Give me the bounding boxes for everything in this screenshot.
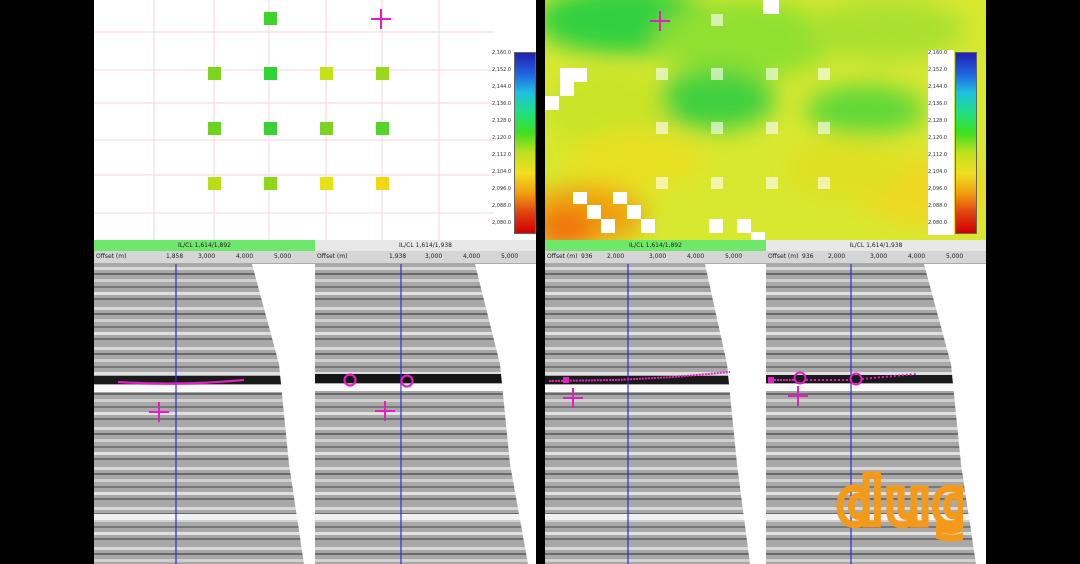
crosshair-marker: [650, 11, 670, 31]
axis-tick: 2,000: [607, 253, 625, 260]
velocity-sample: [264, 12, 277, 25]
velocity-sample: [320, 67, 333, 80]
offset-axis: Offset (m) 936 2,000 3,000 4,000 5,000: [545, 251, 766, 264]
offset-axis: Offset (m) 1,938 3,000 4,000 5,000: [315, 251, 536, 264]
velocity-sample: [320, 122, 333, 135]
axis-tick: 3,000: [870, 253, 888, 260]
colorbar-tick: 2,120.0: [928, 135, 948, 141]
axis-label: Offset (m): [96, 253, 127, 260]
axis-label: Offset (m): [768, 253, 799, 260]
colorbar-tick: 2,160.0: [492, 50, 512, 56]
seismic-gather-3: [545, 264, 766, 564]
colorbar-tick-labels: 2,160.0 2,152.0 2,144.0 2,136.0 2,128.0 …: [492, 50, 514, 235]
colorbar-tick: 2,152.0: [492, 67, 512, 73]
seismic-gather-4: [766, 264, 986, 564]
axis-tick: 936: [802, 253, 814, 260]
colorbar-tick: 2,128.0: [928, 118, 948, 124]
colorbar-tick: 2,136.0: [492, 101, 512, 107]
seismic-gather-1: [94, 264, 315, 564]
velocity-sample: [376, 177, 389, 190]
velocity-sample: [376, 67, 389, 80]
colorbar-tick: 2,120.0: [492, 135, 512, 141]
control-point-squares: [656, 14, 830, 189]
section-header[interactable]: IL/CL 1,614/1,938: [315, 240, 536, 251]
axis-tick: 5,000: [501, 253, 519, 260]
null-cells: [545, 0, 779, 240]
colorbar-tick: 2,096.0: [492, 186, 512, 192]
axis-tick: 4,000: [908, 253, 926, 260]
velocity-sample: [264, 177, 277, 190]
section-header[interactable]: IL/CL 1,614/1,938: [766, 240, 986, 251]
velocity-sample: [208, 177, 221, 190]
axis-tick: 3,000: [198, 253, 216, 260]
colorbar-tick: 2,088.0: [492, 203, 512, 209]
axis-tick: 4,000: [236, 253, 254, 260]
offset-axis: Offset (m) 936 2,000 3,000 4,000 5,000: [766, 251, 986, 264]
interpolated-map: [545, 0, 986, 240]
velocity-sample: [208, 67, 221, 80]
axis-tick: 3,000: [649, 253, 667, 260]
colorbar-tick-labels: 2,160.0 2,152.0 2,144.0 2,136.0 2,128.0 …: [928, 50, 954, 235]
colorbar-tick: 2,088.0: [928, 203, 948, 209]
colorbar-tick: 2,160.0: [928, 50, 948, 56]
offset-axis: Offset (m) 1,858 3,000 4,000 5,000: [94, 251, 315, 264]
axis-tick: 4,000: [463, 253, 481, 260]
axis-tick: 4,000: [687, 253, 705, 260]
svg-text:dug: dug: [837, 470, 963, 540]
seismic-gather-2: [315, 264, 536, 564]
colorbar-tick: 2,136.0: [928, 101, 948, 107]
axis-tick: 1,858: [166, 253, 184, 260]
colorbar-tick: 2,096.0: [928, 186, 948, 192]
axis-tick: 2,000: [828, 253, 846, 260]
colorbar-tick: 2,112.0: [492, 152, 512, 158]
axis-tick: 5,000: [946, 253, 964, 260]
sparse-map-grid: [94, 0, 494, 240]
colorbar-tick: 2,152.0: [928, 67, 948, 73]
velocity-sample: [264, 122, 277, 135]
velocity-colorbar: [514, 52, 536, 234]
sparse-velocity-map-panel: 2,160.0 2,152.0 2,144.0 2,136.0 2,128.0 …: [94, 0, 536, 240]
velocity-colorbar: [955, 52, 977, 234]
axis-tick: 5,000: [725, 253, 743, 260]
section-header-active[interactable]: IL/CL 1,614/1,892: [94, 240, 315, 251]
colorbar-tick: 2,104.0: [492, 169, 512, 175]
axis-tick: 936: [581, 253, 593, 260]
velocity-sample: [320, 177, 333, 190]
interpolated-velocity-map-panel: 2,160.0 2,152.0 2,144.0 2,136.0 2,128.0 …: [545, 0, 986, 240]
velocity-sample: [376, 122, 389, 135]
velocity-sample-squares: [208, 12, 389, 190]
axis-tick: 1,938: [389, 253, 407, 260]
colorbar-tick: 2,112.0: [928, 152, 948, 158]
axis-label: Offset (m): [547, 253, 578, 260]
axis-tick: 3,000: [425, 253, 443, 260]
dug-logo: dug: [834, 470, 964, 544]
velocity-sample: [208, 122, 221, 135]
axis-label: Offset (m): [317, 253, 348, 260]
crosshair-marker: [371, 9, 391, 29]
axis-tick: 5,000: [274, 253, 292, 260]
section-header-active[interactable]: IL/CL 1,614/1,892: [545, 240, 766, 251]
colorbar-tick: 2,104.0: [928, 169, 948, 175]
colorbar-tick: 2,080.0: [492, 220, 512, 226]
colorbar-tick: 2,128.0: [492, 118, 512, 124]
colorbar-tick: 2,144.0: [928, 84, 948, 90]
colorbar-tick: 2,144.0: [492, 84, 512, 90]
colorbar-tick: 2,080.0: [928, 220, 948, 226]
velocity-sample: [264, 67, 277, 80]
